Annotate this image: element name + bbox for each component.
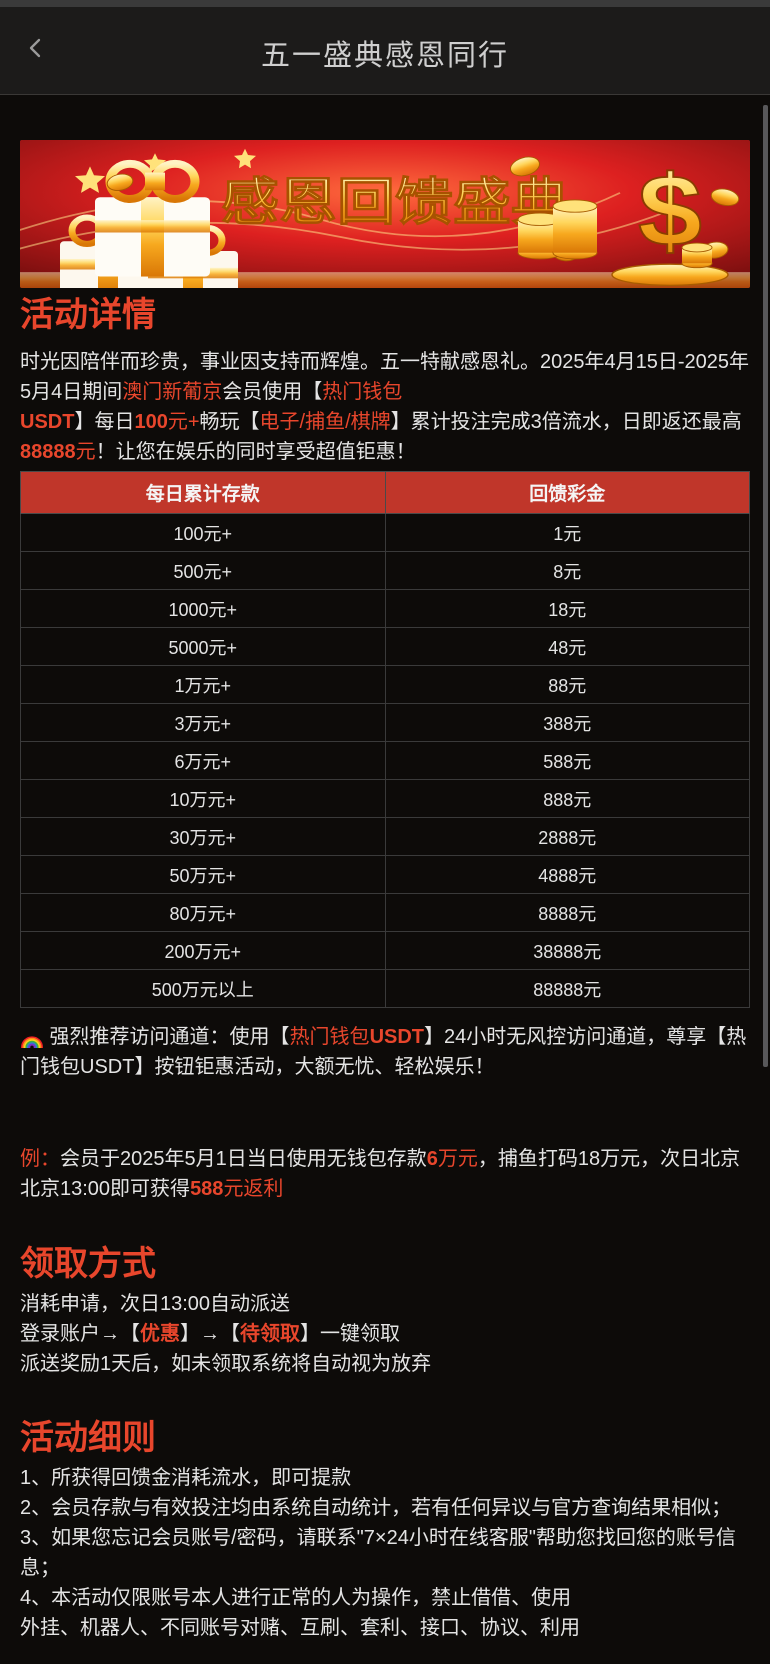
svg-text:感恩回馈盛典: 感恩回馈盛典: [221, 173, 569, 230]
